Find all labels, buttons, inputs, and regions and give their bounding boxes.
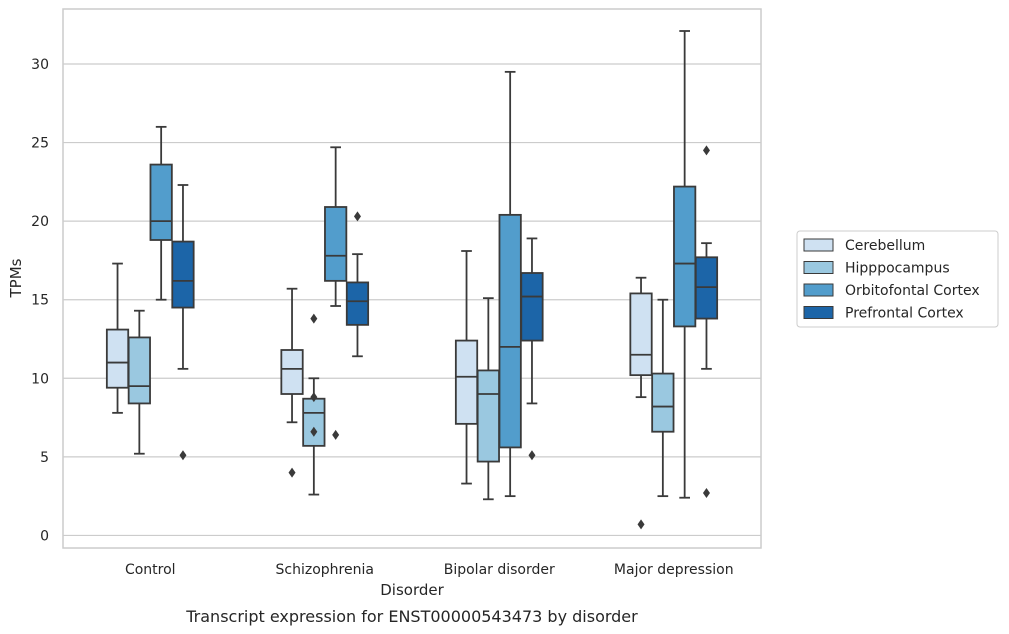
boxplot bbox=[476, 297, 500, 501]
boxplots bbox=[105, 30, 719, 530]
boxplot bbox=[345, 211, 370, 358]
chart-caption: Transcript expression for ENST0000054347… bbox=[185, 607, 638, 626]
legend-swatch bbox=[803, 261, 834, 274]
boxplot bbox=[651, 298, 675, 498]
legend-item: Hipppocampus bbox=[803, 261, 950, 277]
outlier-point bbox=[310, 426, 318, 437]
outlier-point bbox=[332, 429, 340, 440]
boxplot bbox=[694, 145, 719, 498]
boxplot bbox=[171, 184, 195, 461]
y-tick-label: 15 bbox=[31, 293, 49, 309]
legend-swatch bbox=[803, 306, 834, 319]
outlier-point bbox=[179, 450, 187, 461]
box-iqr bbox=[629, 292, 653, 377]
y-tick-label: 0 bbox=[40, 528, 49, 544]
outlier-point bbox=[353, 211, 361, 222]
plot-background bbox=[63, 9, 761, 548]
box-iqr bbox=[324, 206, 348, 282]
boxplot bbox=[629, 276, 653, 530]
box-iqr bbox=[302, 397, 326, 447]
legend-swatch bbox=[803, 238, 834, 252]
outlier-point bbox=[528, 450, 536, 461]
outlier-point bbox=[288, 467, 296, 478]
legend: Cerebellum Hipppocampus Orbitofontal Corte… bbox=[796, 230, 999, 328]
legend-item: Cerebellum bbox=[803, 238, 925, 254]
legend-item: Prefrontal Cortex bbox=[803, 306, 964, 322]
boxplot bbox=[302, 313, 326, 496]
y-tick-label: 20 bbox=[31, 214, 49, 230]
legend-label: Orbitofontal Cortex bbox=[845, 283, 980, 299]
legend-label: Cerebellum bbox=[845, 238, 925, 254]
box-iqr bbox=[476, 369, 500, 463]
boxplot bbox=[520, 237, 544, 461]
y-axis-ticks: 0 5 10 15 20 25 30 bbox=[31, 57, 49, 544]
y-tick-label: 25 bbox=[31, 136, 49, 152]
y-axis-label: TPMs bbox=[7, 258, 25, 298]
legend-label: Prefrontal Cortex bbox=[845, 306, 964, 322]
box-iqr bbox=[673, 185, 697, 328]
box-iqr bbox=[345, 281, 370, 326]
boxplot bbox=[127, 309, 151, 455]
y-tick-label: 5 bbox=[40, 450, 49, 466]
boxplot bbox=[324, 146, 348, 440]
boxplot bbox=[454, 250, 479, 485]
outlier-point bbox=[702, 145, 710, 156]
box-iqr bbox=[454, 339, 479, 425]
boxplot bbox=[673, 30, 697, 499]
x-axis-ticks: Control Schizophrenia Bipolar disorder Majo… bbox=[125, 562, 734, 578]
box-iqr bbox=[171, 240, 195, 309]
x-tick-label: Schizophrenia bbox=[276, 562, 374, 578]
legend-label: Hipppocampus bbox=[845, 261, 950, 277]
x-axis-label: Disorder bbox=[380, 581, 444, 599]
box-iqr bbox=[105, 328, 130, 389]
x-tick-label: Bipolar disorder bbox=[444, 562, 555, 578]
legend-frame bbox=[796, 230, 999, 328]
box-iqr bbox=[127, 336, 151, 405]
box-iqr bbox=[280, 349, 304, 395]
box-iqr bbox=[651, 372, 675, 433]
outlier-point bbox=[637, 519, 645, 530]
outlier-point bbox=[310, 392, 318, 403]
x-tick-label: Control bbox=[125, 562, 176, 578]
boxplot bbox=[149, 125, 173, 301]
box-iqr bbox=[520, 272, 544, 342]
outlier-point bbox=[310, 313, 318, 324]
x-tick-label: Major depression bbox=[614, 562, 734, 578]
outlier-point bbox=[702, 488, 710, 498]
y-tick-label: 30 bbox=[31, 57, 49, 73]
boxplot bbox=[280, 287, 304, 478]
box-iqr bbox=[149, 163, 173, 241]
box-iqr bbox=[498, 213, 522, 449]
y-tick-label: 10 bbox=[31, 371, 49, 387]
legend-item: Orbitofontal Cortex bbox=[803, 283, 980, 299]
plot-frame bbox=[62, 8, 762, 549]
legend-swatch bbox=[803, 283, 834, 297]
